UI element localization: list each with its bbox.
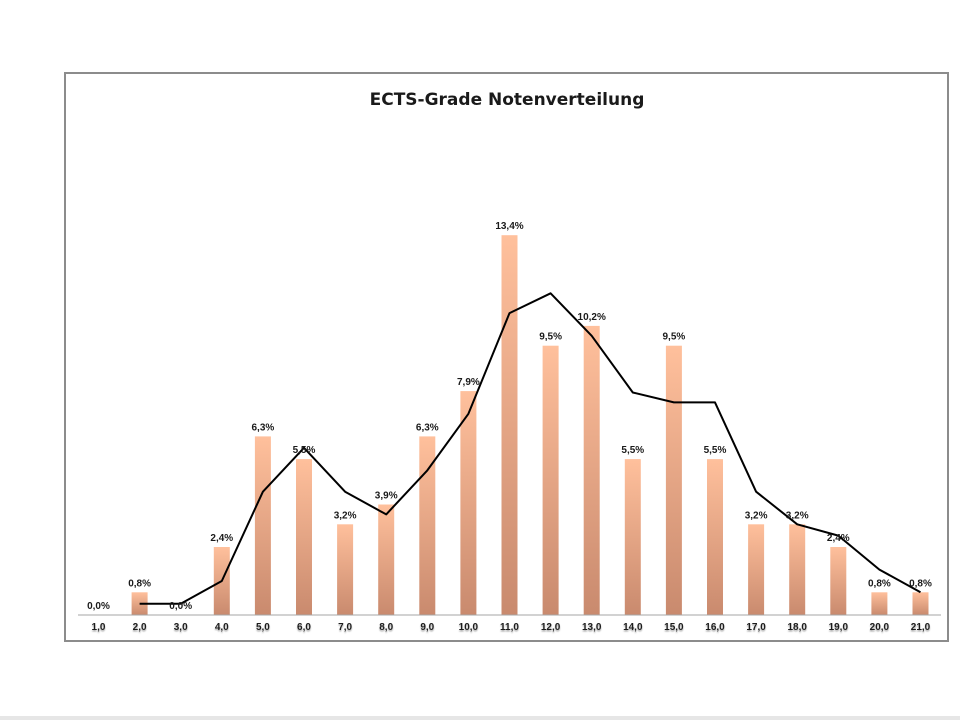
x-tick-7-0: 7,0 xyxy=(338,622,352,633)
bars-group xyxy=(131,235,929,615)
bar-13-0 xyxy=(583,325,600,615)
bar-14-0 xyxy=(624,459,641,615)
chart-title: ECTS-Grade Notenverteilung xyxy=(370,90,645,110)
data-label-7-0: 3,2% xyxy=(334,510,357,521)
data-label-17-0: 3,2% xyxy=(745,510,768,521)
x-tick-16-0: 16,0 xyxy=(705,622,725,633)
bar-8-0 xyxy=(378,504,395,615)
data-label-20-0: 0,8% xyxy=(868,578,891,589)
data-label-3-0: 0,0% xyxy=(169,601,192,612)
data-label-12-0: 9,5% xyxy=(539,332,562,343)
data-label-2-0: 0,8% xyxy=(128,578,151,589)
bar-17-0 xyxy=(748,524,765,615)
data-label-11-0: 13,4% xyxy=(495,221,523,232)
x-tick-5-0: 5,0 xyxy=(256,622,270,633)
bar-18-0 xyxy=(789,524,806,615)
trend-line xyxy=(139,292,921,605)
bar-6-0 xyxy=(296,459,312,615)
x-tick-17-0: 17,0 xyxy=(746,622,766,633)
trend-line-group xyxy=(139,292,921,605)
data-label-15-0: 9,5% xyxy=(663,332,686,343)
data-label-6-0: 5,5% xyxy=(293,445,316,456)
data-labels-group: 0,0% 0,8% 0,0% 2,4% 6,3% 5,5% 3,2% 3,9% 6,3% 7,9%… xyxy=(87,221,932,612)
x-tick-20-0: 20,0 xyxy=(870,622,890,633)
data-label-9-0: 6,3% xyxy=(416,422,439,433)
data-label-21-0: 0,8% xyxy=(909,578,932,589)
chart-frame: ECTS-Grade Notenverteilung 0,0% 0,8% 0,0% 2… xyxy=(64,72,949,642)
x-tick-4-0: 4,0 xyxy=(215,622,229,633)
bar-20-0 xyxy=(871,592,888,615)
x-tick-9-0: 9,0 xyxy=(420,622,434,633)
data-label-18-0: 3,2% xyxy=(786,510,809,521)
x-tick-13-0: 13,0 xyxy=(582,622,602,633)
bottom-rule xyxy=(0,716,960,720)
data-label-8-0: 3,9% xyxy=(375,491,398,502)
data-label-5-0: 6,3% xyxy=(252,422,275,433)
bar-5-0 xyxy=(254,436,271,615)
x-tick-15-0: 15,0 xyxy=(664,622,684,633)
data-label-4-0: 2,4% xyxy=(210,533,233,544)
x-tick-6-0: 6,0 xyxy=(297,622,311,633)
bar-12-0 xyxy=(542,345,559,615)
x-tick-1-0: 1,0 xyxy=(92,622,106,633)
x-tick-14-0: 14,0 xyxy=(623,622,643,633)
data-label-10-0: 7,9% xyxy=(457,377,480,388)
x-tick-2-0: 2,0 xyxy=(133,622,147,633)
bar-7-0 xyxy=(337,524,354,615)
bar-11-0 xyxy=(501,235,518,615)
x-tick-11-0: 11,0 xyxy=(500,622,519,633)
x-tick-21-0: 21,0 xyxy=(911,622,931,633)
data-label-19-0: 2,4% xyxy=(827,533,850,544)
x-tick-12-0: 12,0 xyxy=(541,622,561,633)
data-label-16-0: 5,5% xyxy=(704,445,727,456)
x-tick-10-0: 10,0 xyxy=(459,622,479,633)
bar-10-0 xyxy=(460,391,477,615)
data-label-13-0: 10,2% xyxy=(578,312,606,323)
x-tick-18-0: 18,0 xyxy=(787,622,807,633)
x-tick-19-0: 19,0 xyxy=(829,622,849,633)
bar-19-0 xyxy=(830,547,847,615)
bar-15-0 xyxy=(665,345,682,615)
chart-svg: ECTS-Grade Notenverteilung 0,0% 0,8% 0,0% 2… xyxy=(78,90,941,633)
x-tick-8-0: 8,0 xyxy=(379,622,393,633)
bar-9-0 xyxy=(419,436,436,615)
bar-21-0 xyxy=(912,592,929,615)
data-label-14-0: 5,5% xyxy=(621,445,644,456)
x-tick-labels-group: 1,0 2,0 3,0 4,0 5,0 6,0 7,0 8,0 9,0 10,0 11,0 12,0 1… xyxy=(92,622,931,633)
data-label-1-0: 0,0% xyxy=(87,601,110,612)
bar-16-0 xyxy=(707,459,723,615)
x-tick-3-0: 3,0 xyxy=(174,622,188,633)
